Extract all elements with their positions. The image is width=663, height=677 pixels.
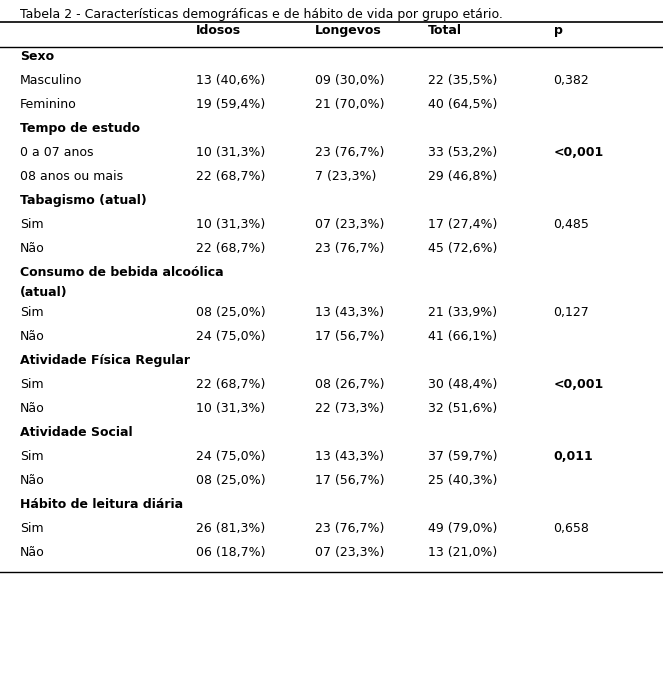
Text: 13 (43,3%): 13 (43,3%) xyxy=(315,450,384,463)
Text: 41 (66,1%): 41 (66,1%) xyxy=(428,330,497,343)
Text: Tabagismo (atual): Tabagismo (atual) xyxy=(20,194,147,207)
Text: Consumo de bebida alcoólica: Consumo de bebida alcoólica xyxy=(20,266,223,279)
Text: 0,011: 0,011 xyxy=(554,450,593,463)
Text: 0,485: 0,485 xyxy=(554,218,589,231)
Text: 29 (46,8%): 29 (46,8%) xyxy=(428,170,497,183)
Text: 24 (75,0%): 24 (75,0%) xyxy=(196,330,265,343)
Text: 7 (23,3%): 7 (23,3%) xyxy=(315,170,377,183)
Text: Masculino: Masculino xyxy=(20,74,82,87)
Text: 17 (56,7%): 17 (56,7%) xyxy=(315,330,385,343)
Text: Não: Não xyxy=(20,242,44,255)
Text: 08 (25,0%): 08 (25,0%) xyxy=(196,474,265,487)
Text: 0,382: 0,382 xyxy=(554,74,589,87)
Text: 21 (70,0%): 21 (70,0%) xyxy=(315,98,385,111)
Text: Feminino: Feminino xyxy=(20,98,77,111)
Text: 23 (76,7%): 23 (76,7%) xyxy=(315,522,385,535)
Text: 33 (53,2%): 33 (53,2%) xyxy=(428,146,497,159)
Text: Sim: Sim xyxy=(20,522,44,535)
Text: 17 (27,4%): 17 (27,4%) xyxy=(428,218,497,231)
Text: Idosos: Idosos xyxy=(196,24,241,37)
Text: Não: Não xyxy=(20,474,44,487)
Text: 06 (18,7%): 06 (18,7%) xyxy=(196,546,265,559)
Text: Tabela 2 - Características demográficas e de hábito de vida por grupo etário.: Tabela 2 - Características demográficas … xyxy=(20,8,503,21)
Text: 13 (21,0%): 13 (21,0%) xyxy=(428,546,497,559)
Text: 22 (68,7%): 22 (68,7%) xyxy=(196,242,265,255)
Text: 13 (40,6%): 13 (40,6%) xyxy=(196,74,265,87)
Text: Atividade Física Regular: Atividade Física Regular xyxy=(20,354,190,367)
Text: 08 anos ou mais: 08 anos ou mais xyxy=(20,170,123,183)
Text: Sim: Sim xyxy=(20,450,44,463)
Text: Não: Não xyxy=(20,546,44,559)
Text: 13 (43,3%): 13 (43,3%) xyxy=(315,306,384,319)
Text: 10 (31,3%): 10 (31,3%) xyxy=(196,218,265,231)
Text: 24 (75,0%): 24 (75,0%) xyxy=(196,450,265,463)
Text: 19 (59,4%): 19 (59,4%) xyxy=(196,98,265,111)
Text: 40 (64,5%): 40 (64,5%) xyxy=(428,98,497,111)
Text: <0,001: <0,001 xyxy=(554,378,604,391)
Text: Atividade Social: Atividade Social xyxy=(20,426,133,439)
Text: 26 (81,3%): 26 (81,3%) xyxy=(196,522,265,535)
Text: 22 (68,7%): 22 (68,7%) xyxy=(196,170,265,183)
Text: 17 (56,7%): 17 (56,7%) xyxy=(315,474,385,487)
Text: 0,658: 0,658 xyxy=(554,522,589,535)
Text: 0 a 07 anos: 0 a 07 anos xyxy=(20,146,93,159)
Text: Longevos: Longevos xyxy=(315,24,382,37)
Text: 23 (76,7%): 23 (76,7%) xyxy=(315,146,385,159)
Text: Sexo: Sexo xyxy=(20,50,54,63)
Text: 10 (31,3%): 10 (31,3%) xyxy=(196,146,265,159)
Text: Tempo de estudo: Tempo de estudo xyxy=(20,122,140,135)
Text: Total: Total xyxy=(428,24,461,37)
Text: p: p xyxy=(554,24,562,37)
Text: 32 (51,6%): 32 (51,6%) xyxy=(428,402,497,415)
Text: <0,001: <0,001 xyxy=(554,146,604,159)
Text: 45 (72,6%): 45 (72,6%) xyxy=(428,242,497,255)
Text: 10 (31,3%): 10 (31,3%) xyxy=(196,402,265,415)
Text: 23 (76,7%): 23 (76,7%) xyxy=(315,242,385,255)
Text: 08 (25,0%): 08 (25,0%) xyxy=(196,306,265,319)
Text: 21 (33,9%): 21 (33,9%) xyxy=(428,306,497,319)
Text: 37 (59,7%): 37 (59,7%) xyxy=(428,450,497,463)
Text: Sim: Sim xyxy=(20,306,44,319)
Text: Sim: Sim xyxy=(20,218,44,231)
Text: 30 (48,4%): 30 (48,4%) xyxy=(428,378,497,391)
Text: 07 (23,3%): 07 (23,3%) xyxy=(315,546,385,559)
Text: (atual): (atual) xyxy=(20,286,68,299)
Text: 08 (26,7%): 08 (26,7%) xyxy=(315,378,385,391)
Text: Não: Não xyxy=(20,330,44,343)
Text: 25 (40,3%): 25 (40,3%) xyxy=(428,474,497,487)
Text: 22 (35,5%): 22 (35,5%) xyxy=(428,74,497,87)
Text: 22 (73,3%): 22 (73,3%) xyxy=(315,402,384,415)
Text: 22 (68,7%): 22 (68,7%) xyxy=(196,378,265,391)
Text: 09 (30,0%): 09 (30,0%) xyxy=(315,74,385,87)
Text: Sim: Sim xyxy=(20,378,44,391)
Text: 49 (79,0%): 49 (79,0%) xyxy=(428,522,497,535)
Text: 07 (23,3%): 07 (23,3%) xyxy=(315,218,385,231)
Text: 0,127: 0,127 xyxy=(554,306,589,319)
Text: Não: Não xyxy=(20,402,44,415)
Text: Hábito de leitura diária: Hábito de leitura diária xyxy=(20,498,183,511)
